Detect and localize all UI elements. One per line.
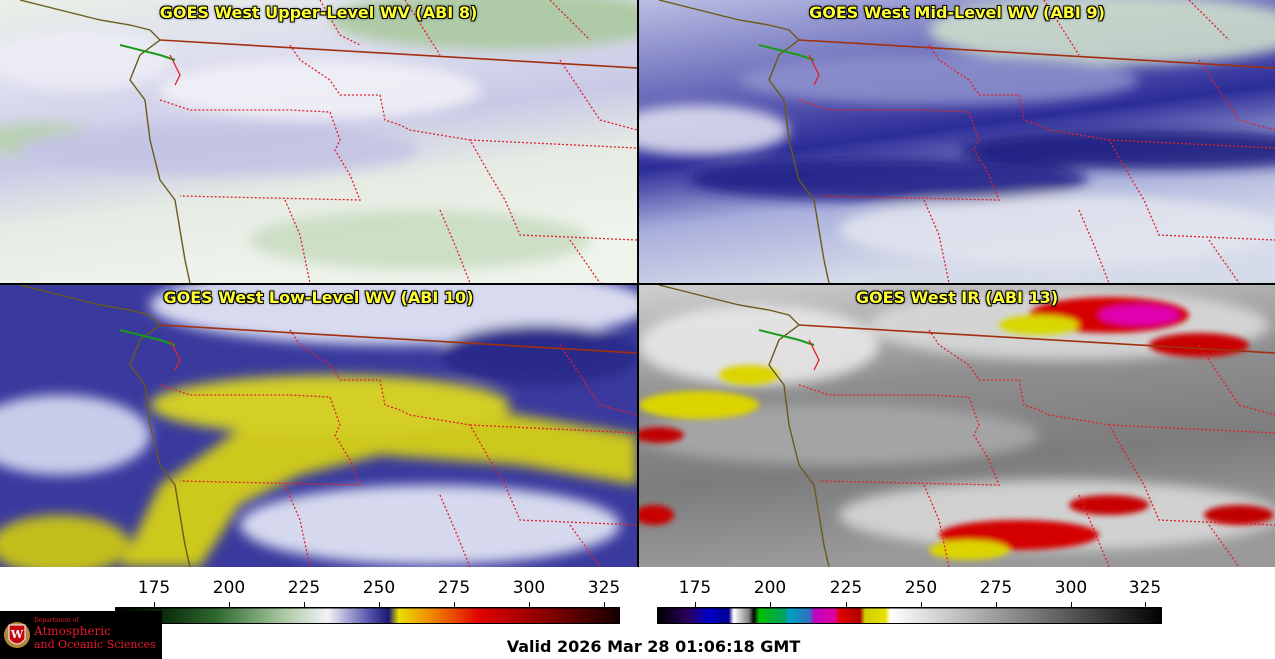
tick-mark [454, 602, 455, 607]
satellite-image-low [0, 285, 637, 567]
colorbar-right [657, 607, 1162, 624]
crest-letter: W [10, 628, 24, 641]
panel-ir: GOES West IR (ABI 13) [639, 285, 1275, 567]
satellite-image-ir [639, 285, 1275, 567]
tick-label: 275 [437, 578, 471, 598]
tick-label: 200 [753, 578, 787, 598]
colorbar-left-ticks: 175 200 225 250 275 300 325 [0, 578, 637, 607]
satellite-image-upper [0, 0, 637, 283]
tick-label: 325 [587, 578, 621, 598]
tick-mark [996, 602, 997, 607]
tick-label: 225 [287, 578, 321, 598]
tick-mark [1145, 602, 1146, 607]
tick-mark [304, 602, 305, 607]
satellite-image-mid [639, 0, 1275, 283]
tick-label: 300 [512, 578, 546, 598]
aos-logo: W Department of Atmospheric and Oceanic … [0, 611, 162, 659]
uw-crest-icon: W [4, 622, 30, 648]
panel-low-level-wv: GOES West Low-Level WV (ABI 10) [0, 285, 637, 567]
tick-label: 225 [829, 578, 863, 598]
tick-label: 300 [1054, 578, 1088, 598]
tick-label: 275 [979, 578, 1013, 598]
tick-mark [604, 602, 605, 607]
horizontal-divider [0, 283, 1275, 285]
tick-mark [154, 602, 155, 607]
panel-title-ir: GOES West IR (ABI 13) [855, 288, 1059, 307]
panel-title-mid: GOES West Mid-Level WV (ABI 9) [809, 3, 1105, 22]
tick-mark [921, 602, 922, 607]
tick-mark [379, 602, 380, 607]
tick-mark [695, 602, 696, 607]
panel-upper-level-wv: GOES West Upper-Level WV (ABI 8) [0, 0, 637, 283]
tick-mark [529, 602, 530, 607]
tick-label: 200 [212, 578, 246, 598]
logo-line-1: Department of [34, 617, 79, 624]
tick-mark [1071, 602, 1072, 607]
tick-mark [229, 602, 230, 607]
colorbar-left [115, 607, 620, 624]
tick-label: 250 [362, 578, 396, 598]
panel-title-upper: GOES West Upper-Level WV (ABI 8) [159, 3, 478, 22]
tick-label: 175 [678, 578, 712, 598]
tick-label: 325 [1128, 578, 1162, 598]
tick-mark [846, 602, 847, 607]
colorbar-right-ticks: 175 200 225 250 275 300 325 [639, 578, 1275, 607]
panel-mid-level-wv: GOES West Mid-Level WV (ABI 9) [639, 0, 1275, 283]
logo-line-2: Atmospheric [34, 624, 111, 638]
valid-time: Valid 2026 Mar 28 01:06:18 GMT [506, 637, 801, 656]
panel-title-low: GOES West Low-Level WV (ABI 10) [163, 288, 474, 307]
tick-label: 175 [137, 578, 171, 598]
logo-line-3: and Oceanic Sciences [34, 638, 156, 651]
tick-mark [770, 602, 771, 607]
tick-label: 250 [904, 578, 938, 598]
